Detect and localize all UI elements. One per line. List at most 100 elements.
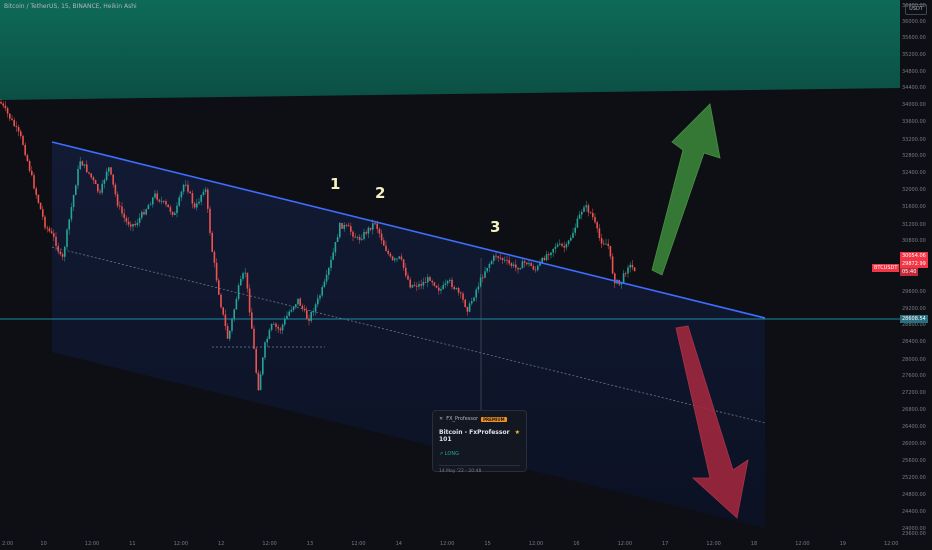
candle-body: [251, 312, 253, 329]
candle-body: [405, 267, 407, 276]
price-axis-label: 26800.00: [902, 407, 926, 413]
idea-title[interactable]: Bitcoin - FxProfessor 101: [439, 429, 510, 443]
idea-title-row[interactable]: Bitcoin - FxProfessor 101 ★: [439, 429, 520, 443]
candle-body: [222, 307, 224, 315]
candle-body: [442, 285, 444, 290]
candle-body: [273, 323, 275, 325]
candle-body: [281, 324, 284, 331]
candle-body: [407, 275, 409, 280]
candle-body: [398, 256, 400, 259]
candle-body: [110, 167, 112, 175]
candle-body: [37, 194, 40, 203]
symbol-legend[interactable]: Bitcoin / TetherUS, 15, BINANCE, Heikin …: [4, 3, 137, 10]
idea-author[interactable]: FX_Professor: [446, 416, 479, 422]
candle-body: [532, 266, 535, 270]
candle-body: [440, 289, 442, 291]
candle-body: [90, 173, 92, 178]
time-axis-label: 17: [662, 541, 669, 547]
candle-body: [279, 328, 282, 331]
bullish-arrow: [651, 103, 721, 276]
candle-body: [292, 306, 295, 310]
candle-body: [512, 264, 515, 266]
candle-body: [224, 314, 227, 327]
candle-body: [460, 292, 462, 294]
time-axis[interactable]: [0, 538, 932, 550]
candle-body: [519, 268, 521, 270]
candle-body: [611, 256, 614, 274]
price-axis-label: 32400.00: [902, 170, 926, 176]
candle-body: [446, 280, 449, 284]
candle-body: [394, 258, 396, 261]
price-axis-label: 33600.00: [902, 119, 926, 125]
candle-body: [288, 311, 290, 316]
candle-body: [66, 229, 68, 247]
candle-body: [552, 248, 554, 253]
candle-body: [587, 205, 590, 213]
price-axis-label: 26000.00: [902, 441, 926, 447]
price-axis-label: 24400.00: [902, 509, 926, 515]
candle-body: [202, 191, 205, 196]
currency-badge[interactable]: USDT: [905, 4, 927, 15]
resistance-trendline[interactable]: [51, 141, 766, 319]
candle-body: [308, 318, 310, 321]
candle-body: [193, 203, 196, 208]
candle-body: [189, 191, 191, 194]
channel-midline: [51, 246, 766, 424]
candle-body: [548, 254, 550, 256]
price-axis-label: 24800.00: [902, 492, 926, 498]
candle-body: [198, 201, 200, 204]
candle-body: [312, 311, 315, 313]
candle-body: [290, 309, 293, 312]
wave-label-1: 1: [330, 175, 341, 193]
candle-body: [422, 281, 425, 286]
candle-body: [354, 236, 356, 238]
candle-body: [169, 207, 172, 212]
candle-body: [244, 272, 246, 274]
candle-body: [504, 259, 506, 261]
candle-body: [559, 243, 561, 245]
candle-body: [59, 251, 62, 255]
candle-body: [167, 204, 169, 208]
candle-body: [321, 287, 323, 296]
candle-body: [13, 120, 15, 127]
premium-badge: PREMIUM: [481, 416, 507, 422]
candle-body: [178, 197, 180, 206]
price-axis-label: 33200.00: [902, 137, 926, 143]
candle-body: [473, 297, 475, 301]
price-axis-label: 31200.00: [902, 222, 926, 228]
candle-body: [565, 244, 568, 248]
candle-body: [176, 205, 178, 214]
candle-body: [20, 131, 22, 136]
candle-body: [541, 257, 543, 263]
candle-body: [86, 164, 88, 173]
candle-body: [334, 241, 337, 253]
candle-body: [11, 118, 13, 121]
price-axis-label: 28400.00: [902, 339, 926, 345]
candle-body: [218, 280, 220, 295]
candle-body: [323, 281, 326, 288]
candle-body: [136, 222, 139, 226]
candle-body: [352, 231, 354, 237]
candle-body: [501, 258, 504, 261]
price-axis-label: 34800.00: [902, 69, 926, 75]
chart-canvas[interactable]: [0, 0, 900, 538]
candle-body: [457, 288, 460, 293]
idea-date: 14 May '22 - 20:48: [439, 465, 520, 474]
candle-body: [204, 189, 207, 192]
candle-body: [149, 204, 152, 206]
candle-body: [145, 209, 147, 215]
candle-body: [154, 193, 156, 198]
time-axis-label: 18: [750, 541, 758, 547]
time-axis-label: 12:00: [440, 541, 455, 547]
candle-body: [134, 223, 136, 226]
candle-body: [325, 274, 328, 282]
candle-body: [259, 374, 262, 391]
candle-body: [310, 311, 312, 321]
candle-body: [378, 228, 381, 234]
candle-body: [486, 267, 488, 272]
time-axis-label: 12:00: [351, 541, 366, 547]
candle-body: [50, 231, 53, 234]
candle-body: [332, 252, 334, 260]
trading-idea-card[interactable]: ✕ FX_Professor PREMIUM Bitcoin - FxProfe…: [432, 410, 527, 474]
candle-body: [444, 283, 447, 286]
